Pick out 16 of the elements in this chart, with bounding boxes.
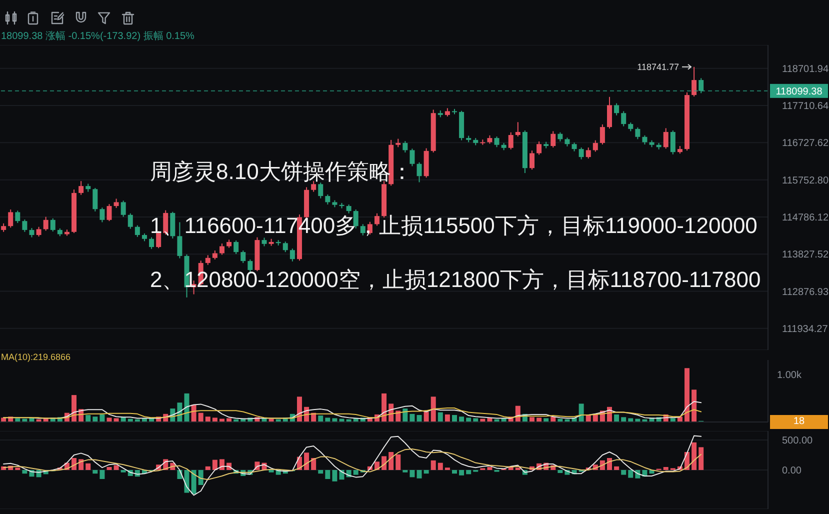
y-tick-label: 111934.27 [782,324,828,335]
chart-subtitle: 18099.38 涨幅 -0.15%(-173.92) 振幅 0.15% [1,31,194,43]
ref-line-label: 118099.38 [776,86,823,98]
y-tick-label: 118701.94 [782,64,829,75]
text: MA(10):219.6866 [1,352,71,363]
y-tick-label: 0.00 [782,466,802,477]
y-tick-label: 113827.52 [782,250,829,261]
y-tick-label: 114786.12 [782,212,829,224]
y-tick-label: 112876.93 [782,286,829,298]
y-tick-label: 116727.62 [782,138,829,150]
text: 1.00k [777,370,802,382]
y-tick-label: 115752.80 [782,175,829,186]
text: 18 [770,415,828,429]
y-tick-label: 500.00 [782,436,814,447]
annotation: 118741.77 [637,62,680,72]
y-tick-label: 117710.64 [782,101,829,112]
